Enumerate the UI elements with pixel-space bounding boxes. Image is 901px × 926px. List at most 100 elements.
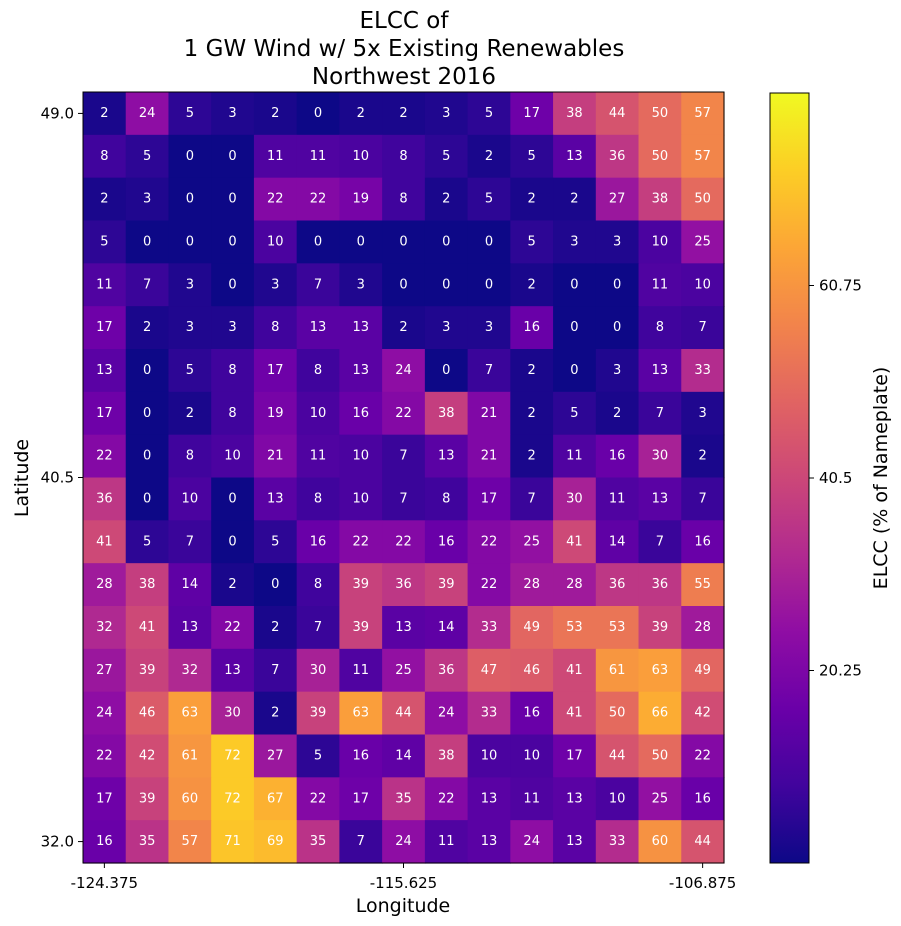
heatmap-cell bbox=[296, 263, 340, 307]
heatmap-cell bbox=[296, 134, 340, 179]
heatmap-cell bbox=[467, 777, 511, 821]
heatmap-cell bbox=[382, 648, 426, 693]
heatmap-cell bbox=[339, 563, 383, 607]
cell-value-label: 5 bbox=[271, 534, 279, 549]
heatmap-cell bbox=[638, 92, 682, 136]
heatmap-cell bbox=[382, 349, 426, 393]
heatmap-cell bbox=[681, 648, 725, 693]
heatmap-cell bbox=[125, 477, 170, 521]
y-tick-label: 32.0 bbox=[41, 833, 74, 851]
heatmap-cell bbox=[467, 134, 511, 179]
cell-value-label: 42 bbox=[694, 706, 711, 721]
heatmap-cell bbox=[681, 177, 725, 222]
cell-value-label: 30 bbox=[310, 663, 327, 678]
cell-value-label: 16 bbox=[694, 791, 711, 806]
cell-value-label: 38 bbox=[438, 748, 455, 763]
heatmap-cell bbox=[424, 391, 469, 436]
cell-value-label: 0 bbox=[570, 320, 578, 335]
heatmap-cell bbox=[681, 349, 725, 393]
cell-value-label: 3 bbox=[485, 320, 493, 335]
cell-value-label: 7 bbox=[528, 491, 536, 506]
heatmap-cell bbox=[424, 606, 469, 650]
heatmap-cell bbox=[296, 777, 340, 821]
heatmap-cell bbox=[211, 349, 255, 393]
colorbar-label: ELCC (% of Nameplate) bbox=[870, 367, 892, 590]
heatmap-cell bbox=[168, 349, 212, 393]
cell-value-label: 11 bbox=[566, 449, 583, 464]
heatmap-cell bbox=[253, 220, 298, 264]
cell-value-label: 46 bbox=[139, 706, 156, 721]
heatmap-cell bbox=[296, 606, 340, 650]
cell-value-label: 3 bbox=[613, 234, 621, 249]
heatmap-cell bbox=[211, 391, 255, 436]
heatmap-cell bbox=[553, 349, 597, 393]
heatmap-cell bbox=[595, 263, 640, 307]
cell-value-label: 36 bbox=[652, 577, 669, 592]
cell-value-label: 7 bbox=[357, 834, 365, 849]
cell-value-label: 8 bbox=[271, 320, 279, 335]
heatmap-cell bbox=[681, 92, 725, 136]
heatmap-cell bbox=[382, 563, 426, 607]
heatmap-cell bbox=[681, 434, 725, 479]
heatmap-cell bbox=[382, 177, 426, 222]
cell-value-label: 2 bbox=[528, 363, 536, 378]
cell-value-label: 13 bbox=[481, 834, 498, 849]
cell-value-label: 2 bbox=[570, 192, 578, 207]
heatmap-cell bbox=[83, 520, 127, 564]
heatmap-cell bbox=[510, 563, 554, 607]
cell-value-label: 5 bbox=[143, 534, 151, 549]
cell-value-label: 10 bbox=[352, 491, 369, 506]
heatmap-cell bbox=[125, 606, 170, 650]
heatmap-cell bbox=[339, 134, 383, 179]
cell-value-label: 5 bbox=[570, 406, 578, 421]
heatmap-cell bbox=[553, 220, 597, 264]
heatmap-cell bbox=[510, 177, 554, 222]
heatmap-cell bbox=[211, 520, 255, 564]
cell-value-label: 0 bbox=[399, 277, 407, 292]
cell-value-label: 11 bbox=[310, 449, 327, 464]
heatmap-cell bbox=[553, 263, 597, 307]
cell-value-label: 5 bbox=[485, 192, 493, 207]
heatmap-cell bbox=[211, 820, 255, 864]
cell-value-label: 3 bbox=[143, 192, 151, 207]
heatmap-cell bbox=[510, 306, 554, 350]
heatmap-cell bbox=[168, 777, 212, 821]
heatmap-cell bbox=[339, 477, 383, 521]
cell-value-label: 55 bbox=[694, 577, 711, 592]
cell-value-label: 2 bbox=[528, 277, 536, 292]
cell-value-label: 10 bbox=[352, 449, 369, 464]
heatmap-cell bbox=[681, 606, 725, 650]
cell-value-label: 10 bbox=[652, 234, 669, 249]
cell-value-label: 11 bbox=[652, 277, 669, 292]
cell-value-label: 32 bbox=[182, 663, 199, 678]
heatmap-cell bbox=[510, 263, 554, 307]
cell-value-label: 5 bbox=[528, 234, 536, 249]
heatmap-cell bbox=[211, 691, 255, 736]
heatmap-cell bbox=[510, 734, 554, 778]
cell-value-label: 39 bbox=[139, 791, 156, 806]
cell-value-label: 22 bbox=[96, 449, 113, 464]
cell-value-label: 28 bbox=[694, 620, 711, 635]
cell-value-label: 7 bbox=[656, 406, 664, 421]
cell-value-label: 14 bbox=[438, 620, 455, 635]
cell-value-label: 3 bbox=[357, 277, 365, 292]
heatmap-cell bbox=[510, 820, 554, 864]
cell-value-label: 17 bbox=[352, 791, 369, 806]
colorbar-tick-label: 20.25 bbox=[819, 662, 862, 680]
heatmap-cell bbox=[510, 777, 554, 821]
x-axis-ticks: -124.375 -115.625 -106.875 bbox=[71, 863, 736, 892]
heatmap-cell bbox=[424, 434, 469, 479]
cell-value-label: 63 bbox=[182, 706, 199, 721]
chart-title-line-3: Northwest 2016 bbox=[312, 64, 496, 90]
heatmap-cell bbox=[211, 563, 255, 607]
cell-value-label: 17 bbox=[566, 748, 583, 763]
heatmap-cell bbox=[83, 92, 127, 136]
cell-value-label: 2 bbox=[613, 406, 621, 421]
heatmap-cell bbox=[382, 520, 426, 564]
heatmap-cell bbox=[382, 820, 426, 864]
cell-value-label: 7 bbox=[314, 620, 322, 635]
cell-value-label: 17 bbox=[267, 363, 284, 378]
heatmap-cell bbox=[510, 349, 554, 393]
heatmap-cell bbox=[83, 563, 127, 607]
cell-value-label: 38 bbox=[566, 106, 583, 121]
